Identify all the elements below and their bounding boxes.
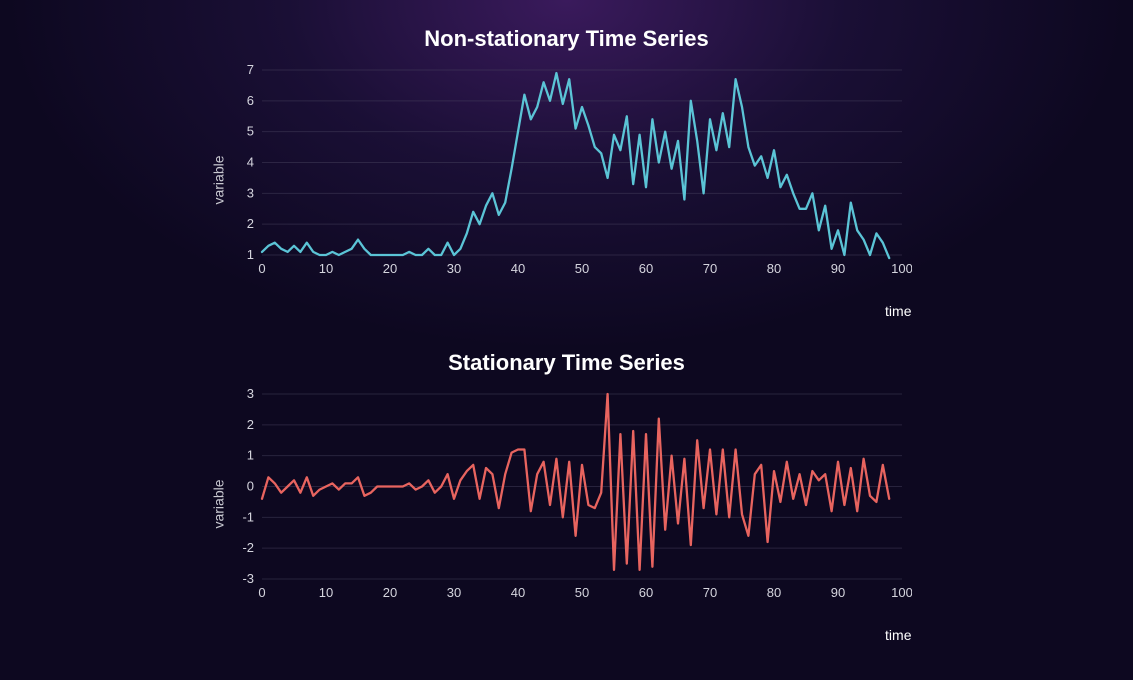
svg-text:60: 60 [638,585,652,600]
svg-text:80: 80 [766,261,780,276]
chart-title-stationary: Stationary Time Series [20,350,1113,376]
svg-text:100: 100 [891,585,912,600]
svg-text:50: 50 [574,585,588,600]
nonstationary-panel: Non-stationary Time Series variable 1 2 3 4… [20,26,1113,281]
svg-text:20: 20 [382,585,396,600]
svg-text:0: 0 [246,479,253,494]
svg-text:30: 30 [446,261,460,276]
svg-text:50: 50 [574,261,588,276]
svg-text:60: 60 [638,261,652,276]
svg-text:10: 10 [318,261,332,276]
svg-text:4: 4 [246,155,253,170]
svg-text:70: 70 [702,261,716,276]
svg-text:40: 40 [510,585,524,600]
svg-text:-2: -2 [242,540,254,555]
svg-text:10: 10 [318,585,332,600]
svg-text:40: 40 [510,261,524,276]
x-axis-label: time [885,303,911,319]
svg-text:7: 7 [246,62,253,77]
svg-text:2: 2 [246,417,253,432]
svg-text:-3: -3 [242,571,254,586]
svg-text:3: 3 [246,185,253,200]
svg-text:100: 100 [891,261,912,276]
svg-text:90: 90 [830,261,844,276]
svg-text:1: 1 [246,247,253,262]
svg-text:5: 5 [246,124,253,139]
y-axis-label: variable [210,479,226,528]
svg-text:0: 0 [258,261,265,276]
line-chart-nonstationary: 12345670102030405060708090100 [222,62,912,281]
chart-title-nonstationary: Non-stationary Time Series [20,26,1113,52]
svg-text:30: 30 [446,585,460,600]
svg-text:1: 1 [246,448,253,463]
svg-text:80: 80 [766,585,780,600]
svg-text:-1: -1 [242,509,254,524]
svg-text:0: 0 [258,585,265,600]
svg-text:3: 3 [246,386,253,401]
stationary-panel: Stationary Time Series variable -3 -2 -1 0 1… [20,350,1113,605]
svg-text:6: 6 [246,93,253,108]
svg-text:20: 20 [382,261,396,276]
x-axis-label: time [885,627,911,643]
chart-area-nonstationary: variable 12345670102030405060708090100 t… [222,62,912,281]
svg-text:70: 70 [702,585,716,600]
line-chart-stationary: -3-2-101230102030405060708090100 [222,386,912,605]
y-axis-label: variable [210,155,226,204]
svg-text:90: 90 [830,585,844,600]
chart-frame: Non-stationary Time Series variable 1 2 3 4… [20,20,1113,660]
chart-area-stationary: variable -3-2-10123010203040506070809010… [222,386,912,605]
svg-text:2: 2 [246,216,253,231]
